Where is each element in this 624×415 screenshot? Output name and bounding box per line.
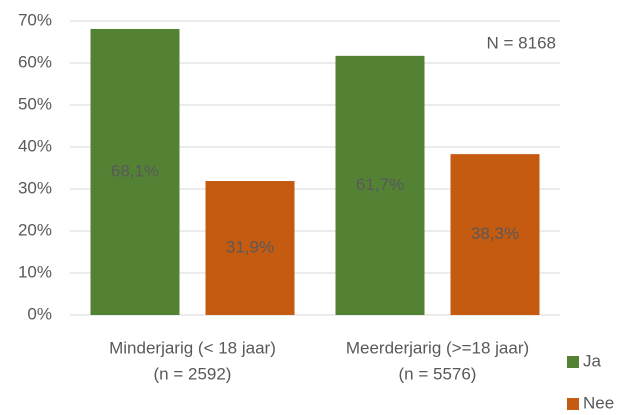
value-label: 31,9%	[226, 237, 274, 256]
y-tick-label: 10%	[18, 262, 52, 281]
y-tick-label: 30%	[18, 178, 52, 197]
y-tick-label: 20%	[18, 220, 52, 239]
y-tick-label: 0%	[27, 304, 52, 323]
bar	[335, 55, 425, 316]
y-tick-label: 70%	[18, 10, 52, 29]
x-tick-label: (n = 5576)	[399, 364, 477, 383]
bar	[450, 154, 540, 315]
value-label: 38,3%	[471, 224, 519, 243]
annotation: N = 8168	[487, 33, 556, 52]
bar	[90, 28, 180, 315]
legend-swatch	[567, 398, 579, 410]
x-tick-label: (n = 2592)	[154, 364, 232, 383]
x-tick-label: Meerderjarig (>=18 jaar)	[346, 338, 529, 357]
legend-label: Ja	[583, 351, 602, 370]
y-tick-label: 40%	[18, 136, 52, 155]
y-tick-label: 50%	[18, 94, 52, 113]
x-tick-label: Minderjarig (< 18 jaar)	[109, 338, 276, 357]
bar	[205, 181, 295, 315]
y-tick-label: 60%	[18, 52, 52, 71]
legend-swatch	[567, 356, 579, 368]
value-label: 68,1%	[111, 161, 159, 180]
legend-label: Nee	[583, 393, 614, 412]
value-label: 61,7%	[356, 175, 404, 194]
